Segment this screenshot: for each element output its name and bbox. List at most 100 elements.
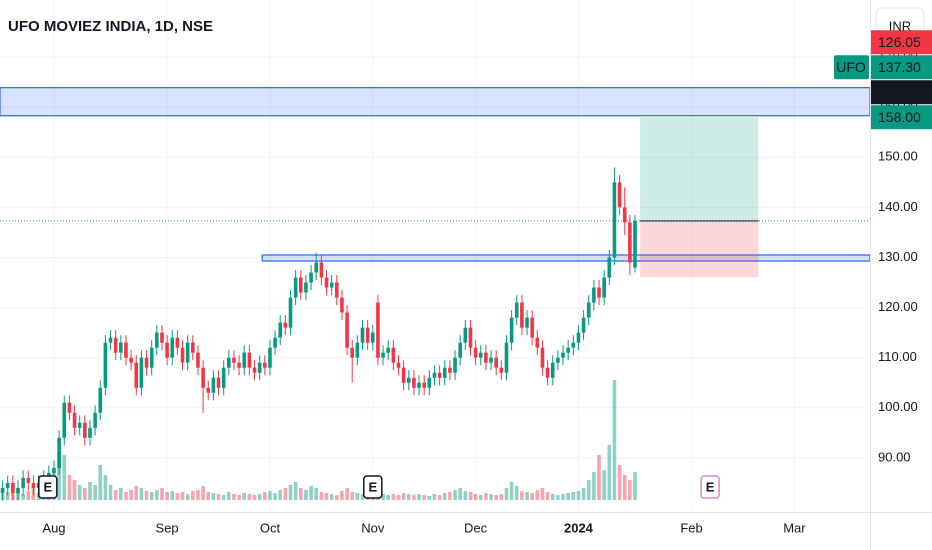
candle-body: [108, 337, 113, 343]
earnings-marker: [700, 475, 720, 499]
volume-bar: [628, 480, 632, 500]
y-tick-label: 130.00: [878, 249, 918, 264]
candle-body: [550, 362, 555, 378]
candle-body: [5, 482, 10, 488]
volume-bar: [283, 488, 288, 500]
candle-body: [473, 347, 478, 358]
candle-body: [350, 347, 355, 358]
candle-body: [129, 357, 133, 363]
volume-bar: [422, 495, 427, 500]
zone: [261, 254, 871, 262]
volume-bar: [520, 491, 524, 500]
volume-bar: [293, 482, 298, 500]
volume-bar: [196, 490, 200, 500]
volume-bar: [545, 492, 550, 500]
candle-body: [607, 257, 612, 278]
volume-bar: [509, 482, 514, 500]
volume-bar: [540, 488, 545, 500]
volume-bar: [288, 485, 293, 500]
currency[interactable]: INR: [889, 18, 911, 33]
candle-body: [52, 467, 56, 473]
volume-bar: [252, 495, 257, 500]
volume-bar: [304, 490, 308, 500]
candle-body: [422, 382, 427, 388]
earnings-label: E: [368, 479, 377, 494]
candle-body: [288, 297, 293, 328]
candle-body: [432, 372, 437, 378]
volume-bar: [191, 491, 195, 500]
volume-bar: [175, 493, 180, 500]
candle-body: [155, 332, 159, 348]
candle-body: [196, 352, 200, 368]
candle-body: [556, 357, 560, 363]
volume-bar: [525, 492, 529, 500]
candle-body: [381, 352, 385, 358]
candle-body: [520, 302, 524, 328]
price-label: 137.55: [878, 84, 921, 100]
candle-body: [633, 220, 637, 268]
candle-body: [365, 327, 370, 343]
volume-bar: [257, 494, 262, 500]
candle-body: [119, 342, 123, 353]
volume-bar: [581, 488, 586, 500]
candle-body: [566, 347, 570, 353]
candle-body: [298, 277, 303, 293]
candle-body: [391, 347, 396, 363]
candle-body: [283, 322, 288, 328]
candle-body: [478, 352, 483, 358]
volume-bar: [607, 445, 612, 500]
candle-body: [77, 422, 82, 428]
volume-bar: [134, 486, 139, 500]
volume-bar: [427, 496, 432, 500]
volume-bar: [139, 488, 144, 500]
candle-body: [617, 182, 622, 208]
volume-bar: [586, 480, 591, 500]
candle-body: [139, 357, 144, 388]
volume-bar: [556, 495, 560, 500]
volume-bar: [396, 495, 401, 500]
candle-body: [525, 317, 529, 328]
candle-body: [494, 357, 498, 368]
price-label-bg: [871, 80, 932, 105]
candle-body: [31, 482, 36, 488]
volume-bar: [170, 491, 175, 500]
earnings-label: E: [706, 479, 715, 494]
candle-body: [88, 427, 92, 438]
candle-body: [221, 367, 226, 388]
target-zone: [640, 117, 759, 221]
volume-bar: [216, 494, 221, 500]
candle-body: [149, 347, 154, 368]
volume-bar: [278, 490, 283, 500]
volume-bar: [535, 490, 540, 500]
volume-bar: [180, 492, 185, 500]
candle-body: [458, 342, 462, 358]
candle-body: [191, 342, 195, 353]
candle-body: [160, 332, 164, 343]
volume-bar: [494, 495, 498, 500]
x-tick-label: Sep: [156, 520, 179, 535]
volume-bar: [103, 475, 108, 500]
volume-bar: [144, 491, 149, 500]
candle-body: [144, 357, 149, 368]
candle-body: [386, 347, 391, 353]
price-label-bg: [871, 105, 932, 130]
y-tick-label: 120.00: [878, 299, 918, 314]
candle-body: [257, 362, 262, 373]
candle-body: [216, 377, 221, 388]
volume-bar: [442, 493, 447, 500]
volume-bar: [5, 492, 10, 500]
volume-bar: [617, 465, 622, 500]
candle-body: [237, 362, 241, 368]
candle-body: [175, 337, 180, 348]
x-tick-label: Oct: [260, 520, 281, 535]
symbol-tag: UFO: [836, 59, 866, 75]
candle-body: [514, 302, 519, 318]
candle-body: [406, 377, 411, 383]
volume-bar: [360, 494, 365, 500]
earnings-label: E: [43, 479, 52, 494]
candle-body: [232, 357, 236, 363]
x-tick-label: Mar: [783, 520, 806, 535]
candle-body: [67, 402, 72, 413]
candle-body: [278, 322, 283, 338]
